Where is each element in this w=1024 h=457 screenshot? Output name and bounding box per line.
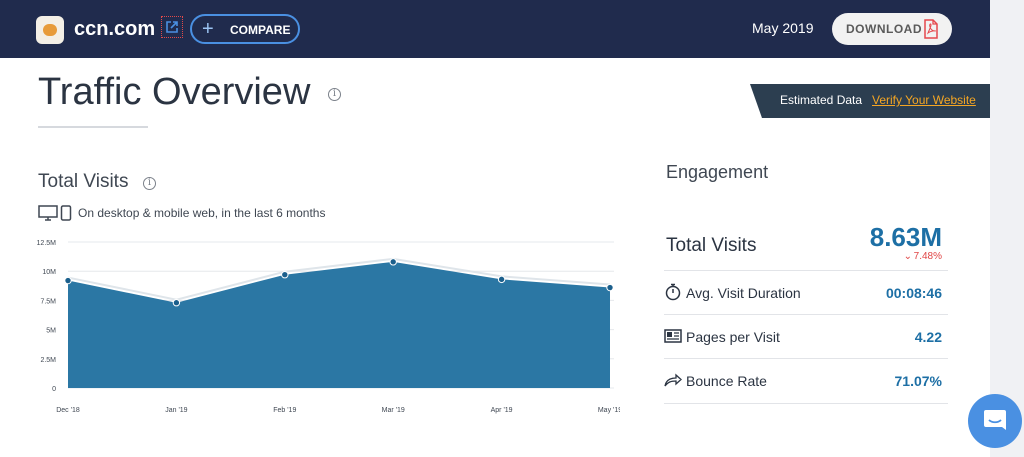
x-tick-label: Apr '19 (491, 407, 513, 414)
metric-row-pages: Pages per Visit 4.22 (664, 314, 948, 359)
external-link-icon[interactable] (161, 16, 183, 38)
estimated-banner: Estimated Data Verify Your Website (750, 84, 990, 118)
date-selector[interactable]: May 2019 (752, 20, 814, 36)
info-icon[interactable] (143, 177, 156, 190)
y-tick-label: 12.5M (37, 240, 57, 247)
engagement-title: Engagement (666, 162, 769, 182)
download-button[interactable]: DOWNLOAD (832, 13, 952, 45)
metric-value: 00:08:46 (885, 285, 942, 301)
stopwatch-icon (665, 283, 681, 301)
site-name: ccn.com (74, 18, 156, 40)
chat-icon (984, 410, 1006, 430)
metric-value: 4.22 (914, 329, 942, 345)
data-point (281, 271, 289, 279)
metric-label: Avg. Visit Duration (686, 285, 801, 301)
data-point (606, 283, 614, 292)
data-point (172, 299, 181, 307)
total-visits-chart: 0 2.5M 5M 7.5M 10M 12.5M Dec '18 Jan '19 Feb '19… (37, 240, 620, 414)
estimated-data-label: Estimated Data (780, 93, 863, 107)
x-tick-label: Jan '19 (165, 407, 187, 414)
x-tick-label: Mar '19 (382, 407, 405, 414)
pages-icon (664, 329, 682, 343)
y-tick-label: 10M (42, 269, 56, 276)
data-point (64, 276, 72, 285)
series-line (67, 257, 611, 301)
top-bar: ccn.com + COMPARE May 2019 DOWNLOAD (0, 0, 990, 58)
total-visits-title: Total Visits (38, 171, 129, 192)
y-tick-label: 5M (46, 328, 56, 335)
bounce-arrow-icon (664, 373, 682, 387)
metric-value: 71.07% (894, 373, 942, 389)
page-scrollbar[interactable] (990, 0, 1024, 457)
desktop-icon (38, 205, 58, 221)
subtitle-text: On desktop & mobile web, in the last 6 m… (78, 206, 326, 220)
mobile-icon (60, 205, 72, 221)
y-tick-label: 0 (52, 386, 56, 393)
site-favicon (36, 16, 64, 44)
metric-row-bounce: Bounce Rate 71.07% (664, 358, 948, 404)
area-fill (68, 261, 610, 388)
compare-button[interactable]: + COMPARE (190, 14, 300, 44)
download-label: DOWNLOAD (846, 22, 922, 36)
y-tick-label: 2.5M (40, 357, 56, 364)
data-point (497, 275, 506, 284)
pdf-icon (924, 19, 938, 39)
compare-label: COMPARE (230, 23, 291, 37)
y-tick-label: 7.5M (40, 298, 56, 305)
title-divider (38, 126, 148, 128)
x-tick-label: Feb '19 (273, 407, 296, 414)
verify-website-link[interactable]: Verify Your Website (872, 93, 976, 107)
change-value: 7.48% (913, 251, 942, 262)
x-tick-label: May '19 (598, 407, 620, 414)
info-icon[interactable] (328, 88, 341, 101)
engagement-total-visits-label: Total Visits (666, 235, 757, 256)
engagement-total-visits-value: 8.63M (869, 222, 942, 252)
metric-label: Bounce Rate (686, 373, 767, 389)
data-point (389, 258, 397, 266)
metric-row-duration: Avg. Visit Duration 00:08:46 (664, 270, 948, 315)
plus-icon: + (202, 18, 214, 40)
change-indicator: ⌄ 7.48% (904, 251, 942, 263)
chat-launcher-button[interactable] (968, 394, 1022, 448)
metric-label: Pages per Visit (686, 329, 780, 345)
chevron-down-icon: ⌄ (903, 251, 913, 262)
page-title: Traffic Overview (38, 71, 311, 113)
x-tick-label: Dec '18 (56, 407, 80, 414)
